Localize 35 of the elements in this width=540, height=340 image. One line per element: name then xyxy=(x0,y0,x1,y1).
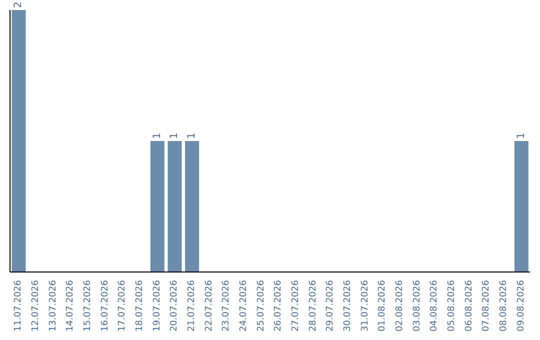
x-tick-label: 02.08.2026 xyxy=(395,280,405,332)
x-tick-label: 19.07.2026 xyxy=(152,280,162,332)
x-tick-label: 05.08.2026 xyxy=(447,280,457,332)
x-tick-label: 31.07.2026 xyxy=(360,280,370,332)
x-tick-label: 28.07.2026 xyxy=(308,280,318,332)
data-label: 2 xyxy=(13,2,24,8)
x-tick-label: 09.08.2026 xyxy=(516,280,526,332)
x-tick-label: 07.08.2026 xyxy=(482,280,492,332)
x-tick-label: 11.07.2026 xyxy=(14,280,24,332)
x-tick-label: 24.07.2026 xyxy=(239,280,249,332)
x-tick-label: 15.07.2026 xyxy=(83,280,93,332)
x-tick-label: 21.07.2026 xyxy=(187,280,197,332)
data-label: 1 xyxy=(169,132,180,139)
x-tick-label: 17.07.2026 xyxy=(118,280,128,332)
x-tick-label: 03.08.2026 xyxy=(412,280,422,332)
x-tick-label: 06.08.2026 xyxy=(464,280,474,332)
x-tick-label: 26.07.2026 xyxy=(274,280,284,332)
data-label: 1 xyxy=(516,132,527,139)
x-tick-label: 14.07.2026 xyxy=(66,280,76,332)
x-tick-label: 29.07.2026 xyxy=(326,280,336,332)
data-label: 1 xyxy=(152,132,163,139)
x-tick-label: 12.07.2026 xyxy=(31,280,41,332)
x-tick-label: 22.07.2026 xyxy=(204,280,214,332)
x-tick-label: 27.07.2026 xyxy=(291,280,301,332)
x-tick-label: 25.07.2026 xyxy=(256,280,266,332)
x-tick-label: 20.07.2026 xyxy=(170,280,180,332)
x-tick-label: 30.07.2026 xyxy=(343,280,353,332)
x-tick-label: 18.07.2026 xyxy=(135,280,145,332)
data-label: 1 xyxy=(186,132,198,139)
x-tick-label: 04.08.2026 xyxy=(430,280,440,332)
x-tick-label: 13.07.2026 xyxy=(48,280,58,332)
x-tick-label: 01.08.2026 xyxy=(378,280,388,332)
x-tick-label: 08.08.2026 xyxy=(499,280,509,332)
x-tick-label: 16.07.2026 xyxy=(100,280,110,332)
x-tick-label: 23.07.2026 xyxy=(222,280,232,332)
